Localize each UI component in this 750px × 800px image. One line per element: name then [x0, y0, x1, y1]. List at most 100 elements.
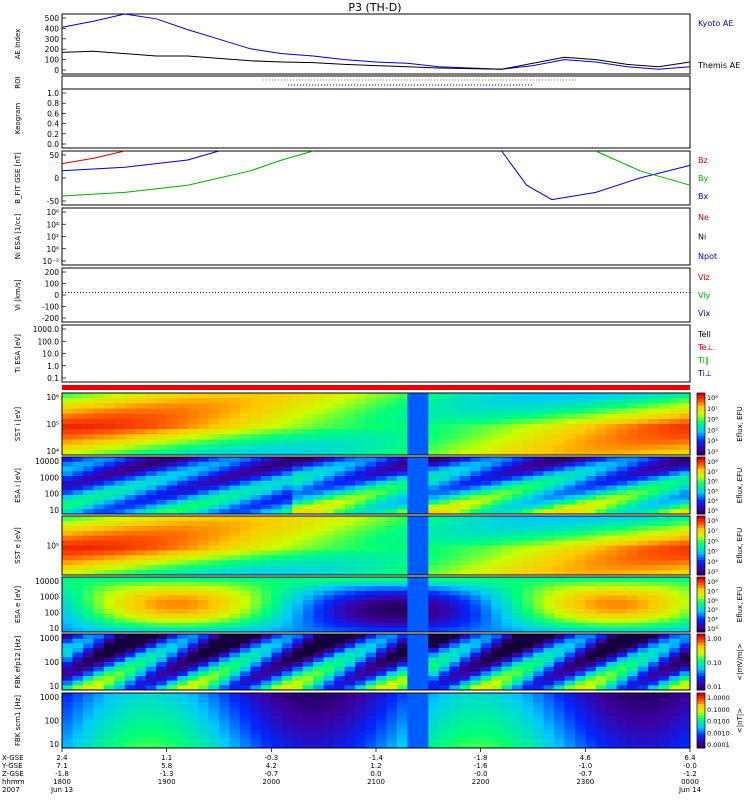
- spectrogram-cell-fbk_b: [271, 715, 283, 721]
- colorbar-frame-fbk_e: [696, 633, 706, 691]
- spectrogram-cell-esa_i: [62, 509, 73, 515]
- spectrogram-cell-fbk_e: [281, 680, 293, 686]
- spectrogram-cell-fbk_e: [365, 643, 377, 649]
- spectrogram-cell-esa_i: [522, 471, 534, 477]
- spectrogram-cell-esa_e: [637, 595, 649, 601]
- spectrogram-cell-sst_i: [187, 408, 199, 415]
- spectrogram-cell-sst_i: [438, 393, 450, 399]
- spectrogram-cell-esa_e: [166, 590, 178, 596]
- spectrogram-cell-fbk_e: [627, 662, 639, 668]
- spectrogram-cell-sst_e: [585, 570, 597, 576]
- spectrogram-cell-fbk_e: [177, 638, 189, 644]
- spectrogram-cell-fbk_b: [271, 711, 283, 717]
- spectrogram-cell-fbk_b: [407, 738, 419, 744]
- spectrogram-cell-sst_e: [187, 545, 199, 551]
- spectrogram-cell-esa_e: [512, 599, 524, 605]
- spectrogram-cell-esa_i: [219, 499, 230, 505]
- spectrogram-cell-esa_e: [522, 627, 534, 633]
- spectrogram-cell-fbk_e: [512, 676, 524, 682]
- spectrogram-cell-sst_i: [648, 413, 660, 420]
- spectrogram-cell-esa_i: [564, 499, 576, 505]
- spectrogram-cell-esa_e: [585, 618, 597, 624]
- spectrogram-cell-fbk_b: [595, 697, 607, 703]
- spectrogram-cell-sst_e: [669, 550, 681, 556]
- spectrogram-cell-sst_i: [219, 434, 230, 440]
- spectrogram-cell-fbk_b: [470, 706, 482, 712]
- spectrogram-cell-esa_e: [124, 586, 136, 592]
- spectrogram-cell-fbk_e: [564, 662, 576, 668]
- spectrogram-cell-sst_e: [480, 525, 492, 532]
- spectrogram-cell-fbk_b: [376, 729, 387, 735]
- spectrogram-cell-esa_e: [82, 627, 94, 633]
- spectrogram-cell-esa_i: [491, 457, 503, 463]
- spectrogram-cell-fbk_e: [250, 638, 262, 644]
- spectrogram-cell-esa_e: [512, 577, 524, 583]
- spectrogram-cell-fbk_e: [459, 648, 471, 654]
- spectrogram-cell-esa_i: [449, 457, 461, 463]
- spectrogram-cell-sst_e: [386, 555, 398, 561]
- spectrogram-cell-sst_i: [491, 413, 503, 420]
- spectrogram-cell-fbk_e: [428, 648, 440, 654]
- spectrogram-cell-esa_e: [344, 604, 356, 610]
- spectrogram-cell-sst_i: [145, 393, 157, 399]
- spectrogram-cell-esa_e: [82, 622, 94, 628]
- spectrogram-cell-esa_e: [219, 609, 230, 615]
- spectrogram-cell-sst_i: [114, 449, 126, 456]
- spectrogram-cell-esa_e: [103, 599, 115, 605]
- spectrogram-cell-fbk_e: [260, 652, 272, 658]
- spectrogram-cell-esa_i: [407, 466, 419, 472]
- spectrogram-cell-esa_e: [669, 618, 681, 624]
- spectrogram-cell-esa_i: [166, 480, 178, 486]
- spectrogram-cell-sst_i: [606, 398, 618, 404]
- spectrogram-cell-esa_i: [323, 480, 335, 486]
- colorbar-cell-esa_i: [697, 488, 705, 492]
- spectrogram-cell-fbk_e: [219, 685, 230, 691]
- spectrogram-cell-sst_e: [219, 535, 230, 542]
- spectrogram-cell-esa_e: [260, 595, 272, 601]
- spectrogram-cell-fbk_b: [470, 738, 482, 744]
- spectrogram-cell-fbk_b: [260, 720, 272, 726]
- spectrogram-cell-fbk_e: [438, 643, 450, 649]
- spectrogram-cell-sst_i: [198, 413, 210, 420]
- colorbar-cell-sst_i: [697, 417, 705, 422]
- spectrogram-cell-sst_i: [627, 439, 639, 446]
- spectrogram-cell-fbk_b: [648, 711, 660, 717]
- spectrogram-cell-sst_e: [62, 545, 73, 551]
- spectrogram-cell-fbk_e: [156, 676, 168, 682]
- spectrogram-cell-esa_e: [72, 613, 84, 619]
- spectrogram-cell-sst_e: [281, 555, 293, 561]
- spectrogram-cell-sst_i: [679, 439, 691, 446]
- spectrogram-cell-fbk_b: [156, 734, 168, 740]
- spectrogram-cell-fbk_b: [62, 702, 73, 708]
- spectrogram-cell-fbk_e: [553, 662, 565, 668]
- spectrogram-cell-sst_e: [396, 560, 408, 566]
- colorbar-tick-label-esa_i: 10⁶: [707, 478, 718, 486]
- spectrogram-cell-esa_i: [93, 504, 105, 510]
- spectrogram-cell-sst_e: [396, 535, 408, 542]
- spectrogram-cell-sst_i: [124, 403, 136, 409]
- spectrogram-cell-fbk_e: [470, 685, 482, 691]
- spectrogram-cell-sst_i: [208, 398, 220, 404]
- spectrogram-cell-fbk_b: [93, 734, 105, 740]
- spectrogram-cell-sst_i: [428, 449, 440, 456]
- spectrogram-cell-fbk_b: [103, 734, 115, 740]
- spectrogram-cell-sst_i: [292, 393, 304, 399]
- spectrogram-cell-sst_e: [480, 545, 492, 551]
- spectrogram-cell-fbk_e: [229, 671, 241, 677]
- spectrogram-cell-sst_i: [229, 429, 241, 435]
- spectrogram-cell-esa_i: [606, 471, 618, 477]
- spectrogram-cell-fbk_e: [438, 652, 450, 658]
- x-tick-time: 1800: [53, 778, 71, 786]
- spectrogram-cell-fbk_e: [637, 671, 649, 677]
- spectrogram-cell-fbk_e: [407, 666, 419, 672]
- spectrogram-cell-esa_e: [198, 613, 210, 619]
- spectrogram-cell-fbk_e: [585, 666, 597, 672]
- spectrogram-cell-esa_i: [239, 461, 251, 467]
- spectrogram-cell-fbk_b: [470, 743, 482, 749]
- spectrogram-cell-sst_e: [533, 550, 544, 556]
- spectrogram-cell-esa_e: [396, 604, 408, 610]
- spectrogram-cell-fbk_e: [417, 643, 429, 649]
- spectrogram-cell-sst_e: [271, 520, 283, 527]
- spectrogram-cell-sst_i: [407, 424, 419, 430]
- spectrogram-cell-sst_e: [208, 545, 220, 551]
